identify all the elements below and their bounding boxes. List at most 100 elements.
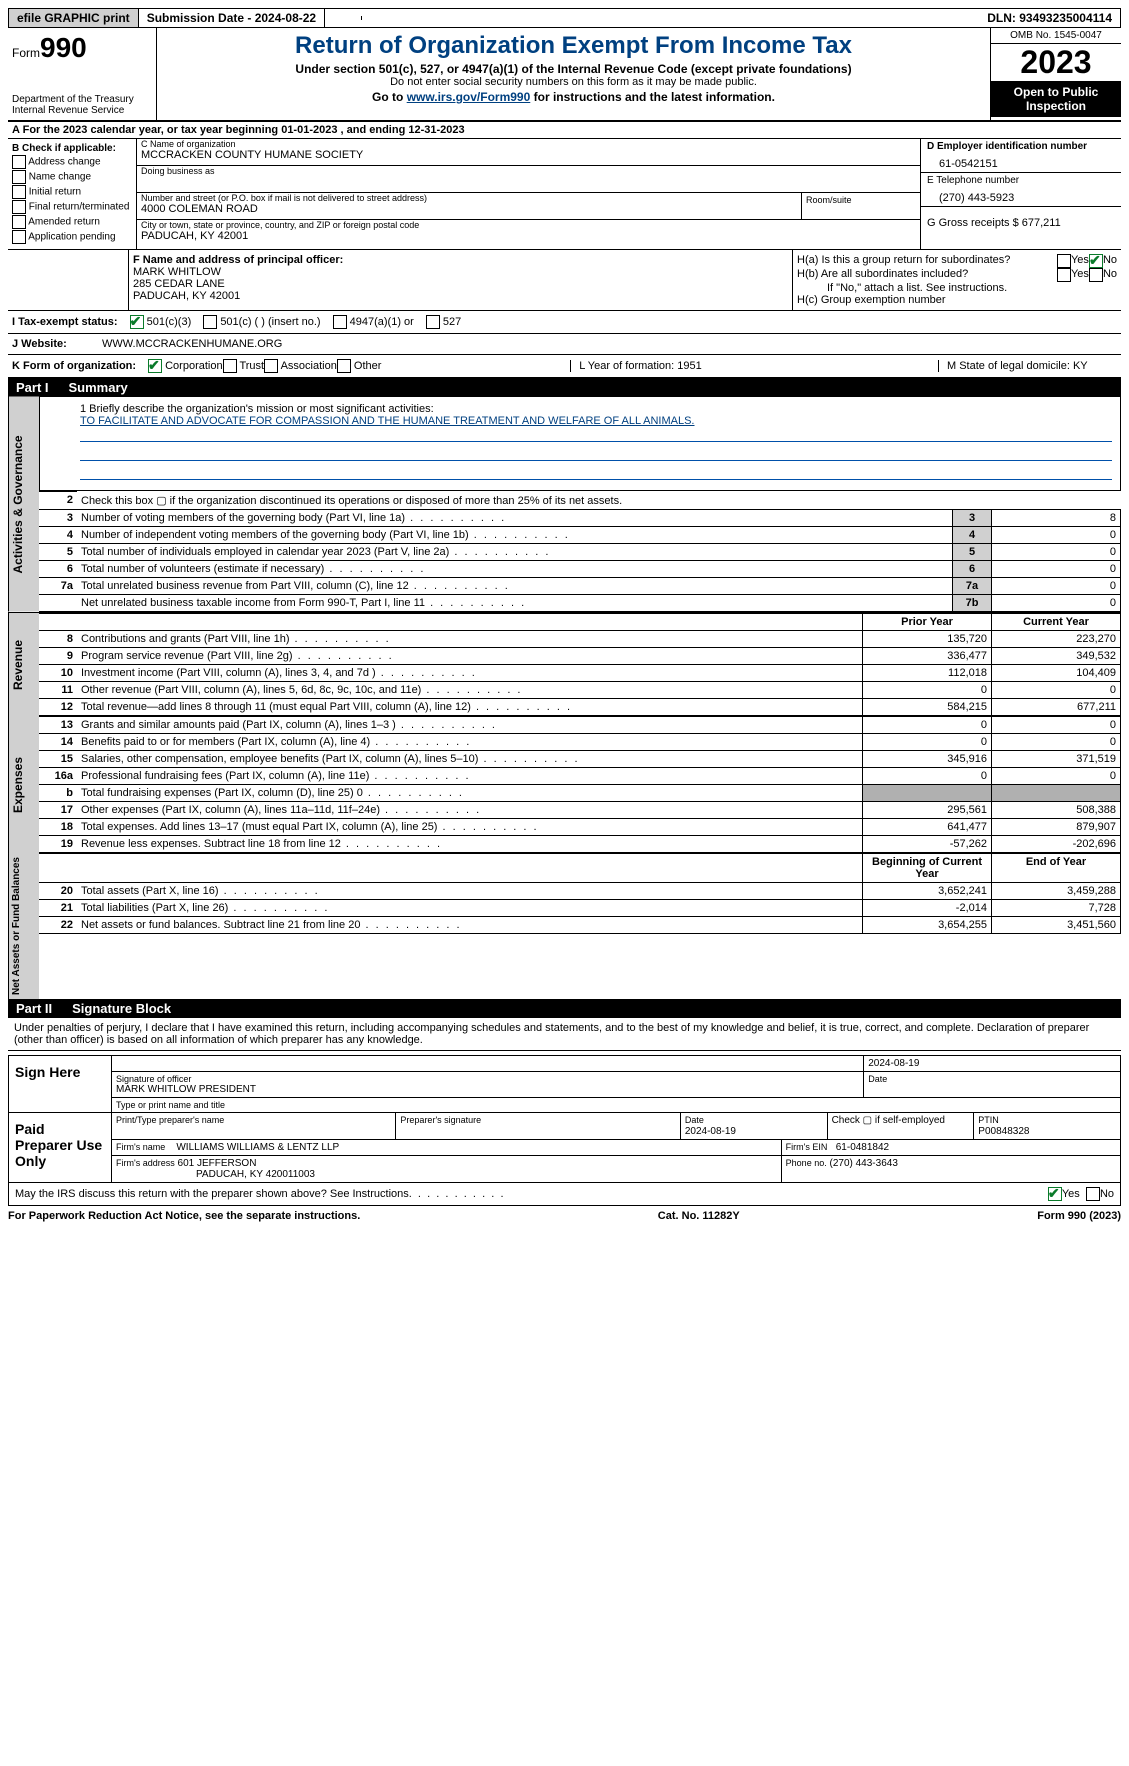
officer-label: F Name and address of principal officer:: [133, 254, 788, 266]
chk-final-return[interactable]: Final return/terminated: [12, 200, 132, 214]
chk-4947[interactable]: [333, 315, 347, 329]
room-label: Room/suite: [802, 193, 920, 219]
k-label: K Form of organization:: [12, 360, 136, 372]
tab-net-assets: Net Assets or Fund Balances: [8, 853, 39, 999]
chk-other[interactable]: [337, 359, 351, 373]
officer-sig-name: MARK WHITLOW PRESIDENT: [116, 1084, 859, 1095]
signature-block: Sign Here 2024-08-19 Signature of office…: [8, 1055, 1121, 1183]
ptin-lbl: PTIN: [978, 1115, 999, 1125]
form-title: Return of Organization Exempt From Incom…: [167, 32, 980, 60]
mission-block: 1 Briefly describe the organization's mi…: [39, 397, 1121, 491]
section-net-assets: Net Assets or Fund Balances Beginning of…: [8, 853, 1121, 999]
row-fh: F Name and address of principal officer:…: [8, 250, 1121, 311]
j-label: J Website:: [12, 338, 102, 350]
org-name: MCCRACKEN COUNTY HUMANE SOCIETY: [137, 149, 920, 165]
chk-name-change[interactable]: Name change: [12, 170, 132, 184]
part-i-header: Part I Summary: [8, 378, 1121, 397]
line-a-tax-year: A For the 2023 calendar year, or tax yea…: [8, 121, 1121, 139]
header-left: Form990 Department of the Treasury Inter…: [8, 28, 157, 120]
discuss-yes-lbl: Yes: [1062, 1188, 1080, 1200]
chk-corp[interactable]: [148, 359, 162, 373]
no-lbl2: No: [1103, 268, 1117, 282]
tax-year: 2023: [991, 44, 1121, 81]
chk-501c3[interactable]: [130, 315, 144, 329]
form-number: 990: [40, 32, 87, 63]
hb-no[interactable]: [1089, 268, 1103, 282]
street-value: 4000 COLEMAN ROAD: [137, 203, 801, 219]
prep-date-lbl: Date: [685, 1115, 704, 1125]
firm-addr2: PADUCAH, KY 420011003: [116, 1169, 315, 1180]
prep-sig-lbl: Preparer's signature: [396, 1113, 680, 1139]
header-right: OMB No. 1545-0047 2023 Open to Public In…: [990, 28, 1121, 120]
ha-yes[interactable]: [1057, 254, 1071, 268]
section-governance: Activities & Governance 1 Briefly descri…: [8, 397, 1121, 612]
ein-value: 61-0542151: [927, 152, 1115, 170]
sig-date1: 2024-08-19: [864, 1056, 1120, 1071]
phone-value: (270) 443-5923: [927, 186, 1115, 204]
public-inspection: Open to Public Inspection: [991, 81, 1121, 117]
ein-label: D Employer identification number: [927, 141, 1115, 152]
state-domicile: M State of legal domicile: KY: [938, 360, 1117, 372]
discuss-no[interactable]: [1086, 1187, 1100, 1201]
chk-527[interactable]: [426, 315, 440, 329]
paid-preparer-label: Paid Preparer Use Only: [9, 1113, 112, 1182]
part-i-num: Part I: [16, 380, 69, 395]
chk-initial-return[interactable]: Initial return: [12, 185, 132, 199]
chk-501c[interactable]: [203, 315, 217, 329]
row-j: J Website: WWW.MCCRACKENHUMANE.ORG: [8, 334, 1121, 355]
footer-center: Cat. No. 11282Y: [658, 1210, 740, 1222]
hb-yes[interactable]: [1057, 268, 1071, 282]
section-revenue: Revenue Prior YearCurrent Year8Contribut…: [8, 612, 1121, 716]
tab-governance: Activities & Governance: [8, 397, 39, 612]
footer-left: For Paperwork Reduction Act Notice, see …: [8, 1210, 360, 1222]
chk-trust[interactable]: [223, 359, 237, 373]
efile-print-btn[interactable]: efile GRAPHIC print: [9, 9, 139, 27]
tab-revenue: Revenue: [8, 613, 39, 716]
hb-note: If "No," attach a list. See instructions…: [797, 282, 1117, 294]
box-h: H(a) Is this a group return for subordin…: [793, 250, 1121, 310]
ha-no[interactable]: [1089, 254, 1103, 268]
prep-name-lbl: Print/Type preparer's name: [112, 1113, 396, 1139]
line-a-text: For the 2023 calendar year, or tax year …: [23, 124, 465, 136]
perjury-statement: Under penalties of perjury, I declare th…: [8, 1018, 1121, 1051]
row-klm: K Form of organization: Corporation Trus…: [8, 355, 1121, 378]
i-label: I Tax-exempt status:: [12, 316, 118, 328]
revenue-table: Prior YearCurrent Year8Contributions and…: [39, 613, 1121, 716]
omb-number: OMB No. 1545-0047: [991, 28, 1121, 44]
discuss-yes[interactable]: [1048, 1187, 1062, 1201]
firm-addr1: 601 JEFFERSON: [178, 1158, 257, 1169]
row-i: I Tax-exempt status: 501(c)(3) 501(c) ( …: [8, 311, 1121, 334]
officer-name: MARK WHITLOW: [133, 266, 788, 278]
discuss-text: May the IRS discuss this return with the…: [15, 1188, 412, 1200]
chk-address-change[interactable]: Address change: [12, 155, 132, 169]
dln-number: DLN: 93493235004114: [979, 9, 1120, 27]
box-f: F Name and address of principal officer:…: [129, 250, 793, 310]
website-value: WWW.MCCRACKENHUMANE.ORG: [102, 338, 282, 350]
k-o4: Other: [354, 360, 382, 372]
chk-amended[interactable]: Amended return: [12, 215, 132, 229]
box-d: D Employer identification number 61-0542…: [920, 139, 1121, 249]
ptin-value: P00848328: [978, 1126, 1029, 1137]
mission-text[interactable]: TO FACILITATE AND ADVOCATE FOR COMPASSIO…: [80, 415, 695, 427]
form990-link[interactable]: www.irs.gov/Form990: [407, 90, 531, 104]
officer-sig-lbl: Signature of officer: [116, 1074, 859, 1084]
page-footer: For Paperwork Reduction Act Notice, see …: [8, 1206, 1121, 1222]
yes-lbl: Yes: [1071, 254, 1089, 268]
form-header: Form990 Department of the Treasury Inter…: [8, 28, 1121, 121]
chk-assoc[interactable]: [264, 359, 278, 373]
box-b-title: B Check if applicable:: [12, 143, 132, 154]
top-bar: efile GRAPHIC print Submission Date - 20…: [8, 8, 1121, 28]
self-employed-chk[interactable]: Check ▢ if self-employed: [828, 1113, 975, 1139]
discuss-no-lbl: No: [1100, 1188, 1114, 1200]
org-name-label: C Name of organization: [137, 139, 920, 149]
mission-q: 1 Briefly describe the organization's mi…: [80, 403, 1112, 415]
street-label: Number and street (or P.O. box if mail i…: [137, 193, 801, 203]
sign-here-label: Sign Here: [9, 1056, 112, 1112]
officer-addr1: 285 CEDAR LANE: [133, 278, 788, 290]
chk-application-pending[interactable]: Application pending: [12, 230, 132, 244]
firm-name: WILLIAMS WILLIAMS & LENTZ LLP: [176, 1142, 339, 1153]
header-center: Return of Organization Exempt From Incom…: [157, 28, 990, 120]
i-o3: 4947(a)(1) or: [350, 316, 414, 328]
no-lbl: No: [1103, 254, 1117, 268]
spacer: [325, 16, 362, 20]
